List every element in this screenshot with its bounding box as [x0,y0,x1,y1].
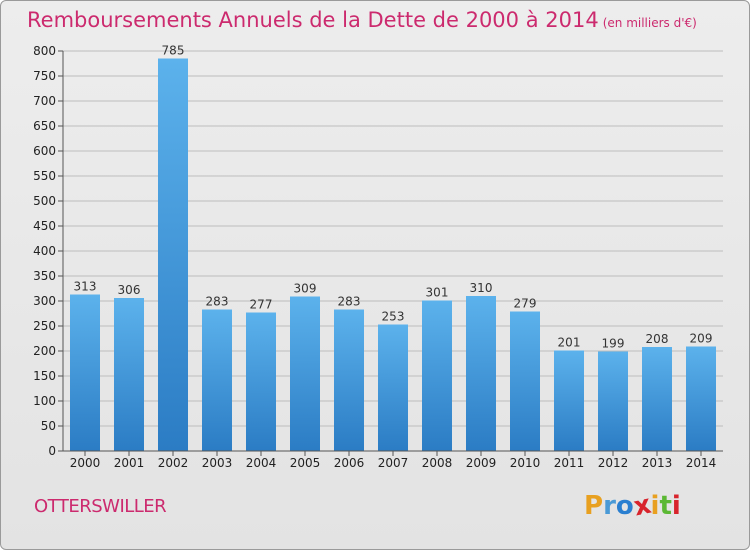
bar-2014 [686,346,716,451]
bar-2005 [290,296,320,451]
bar-2011 [554,350,584,451]
axes: 0 50 100 150 200 250 300 350 400 450 500 550 600 650 7… [33,44,723,470]
y-tick-label: 350 [33,269,56,283]
logo-letter: r [603,491,616,521]
x-tick-label-2009: 2009 [466,456,497,470]
bar-2008 [422,300,452,451]
data-label-2011: 201 [558,336,581,350]
y-tick-label: 500 [33,194,56,208]
y-tick-label: 150 [33,369,56,383]
x-tick-label-2001: 2001 [114,456,145,470]
title-text: Remboursements Annuels de la Dette de 20… [27,8,599,32]
bar-2003 [202,309,232,451]
x-tick-label-2012: 2012 [598,456,629,470]
x-tick-label-2002: 2002 [158,456,189,470]
data-labels: 313 306 785 283 277 309 283 253 301 310 279 201 199 2… [74,44,713,351]
data-label-2014: 209 [690,332,713,346]
logo-letter: o [615,491,634,521]
data-label-2001: 306 [118,283,141,297]
y-tick-label: 700 [33,94,56,108]
y-tick-label: 400 [33,244,56,258]
y-tick-label: 450 [33,219,56,233]
x-tick-label-2000: 2000 [70,456,101,470]
data-label-2004: 277 [250,298,273,312]
x-tick-label-2005: 2005 [290,456,321,470]
logo-letter: i [650,491,660,521]
x-tick-label-2014: 2014 [686,456,717,470]
proxiti-logo: Proxiti [584,490,681,523]
y-tick-label: 650 [33,119,56,133]
x-tick-label-2011: 2011 [554,456,585,470]
bar-2001 [114,298,144,451]
y-tick-label: 250 [33,319,56,333]
x-tick-label-2013: 2013 [642,456,673,470]
logo-letter: P [584,491,604,521]
data-label-2005: 309 [294,282,317,296]
data-label-2012: 199 [602,337,625,351]
bars [70,58,716,451]
bar-2012 [598,351,628,451]
data-label-2009: 310 [470,281,493,295]
x-tick-label-2006: 2006 [334,456,365,470]
y-tick-label: 0 [48,444,56,458]
data-label-2008: 301 [426,286,449,300]
unit-note: (en milliers d'€) [602,16,697,30]
y-tick-label: 600 [33,144,56,158]
bar-2006 [334,309,364,451]
logo-letter: t [659,491,672,521]
y-tick-label: 550 [33,169,56,183]
y-tick-label: 800 [33,44,56,58]
x-tick-label-2010: 2010 [510,456,541,470]
data-label-2006: 283 [338,295,361,309]
y-tick-label: 200 [33,344,56,358]
data-label-2013: 208 [646,332,669,346]
bar-2004 [246,312,276,451]
x-tick-label-2007: 2007 [378,456,409,470]
commune-name: OTTERSWILLER [34,496,167,517]
bar-2000 [70,294,100,451]
data-label-2000: 313 [74,280,97,294]
data-label-2003: 283 [206,295,229,309]
y-tick-label: 300 [33,294,56,308]
bar-2013 [642,347,672,451]
data-label-2002: 785 [162,44,185,58]
y-tick-label: 750 [33,69,56,83]
x-tick-label-2004: 2004 [246,456,277,470]
bar-2010 [510,311,540,451]
bar-2009 [466,296,496,451]
data-label-2010: 279 [514,297,537,311]
x-tick-label-2003: 2003 [202,456,233,470]
bar-2002 [158,58,188,451]
data-label-2007: 253 [382,310,405,324]
logo-letter: i [671,491,681,521]
x-tick-label-2008: 2008 [422,456,453,470]
y-tick-label: 100 [33,394,56,408]
bar-2007 [378,324,408,451]
chart-title: Remboursements Annuels de la Dette de 20… [27,8,697,32]
y-tick-label: 50 [41,419,56,433]
